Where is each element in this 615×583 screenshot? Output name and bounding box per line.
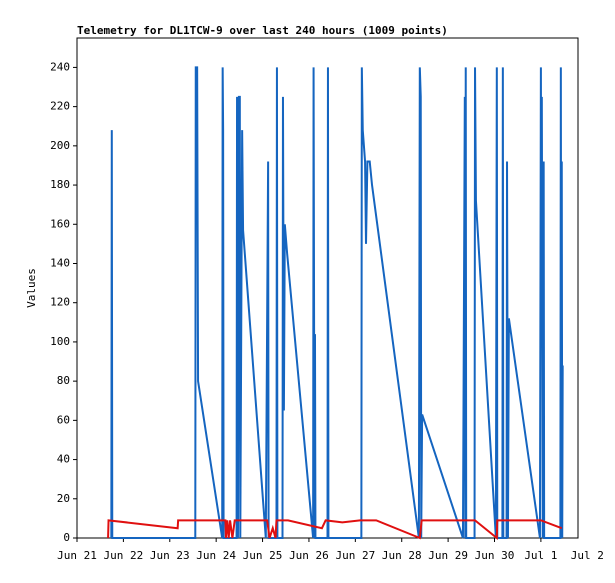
x-tick-label: Jun 25: [243, 549, 283, 562]
data-line: [107, 519, 563, 541]
x-tick-label: Jun 26: [289, 549, 329, 562]
x-tick-label: Jun 27: [335, 549, 375, 562]
y-axis-label: Values: [25, 268, 38, 308]
y-tick-label: 80: [57, 374, 70, 387]
y-tick-label: 120: [50, 296, 70, 309]
x-tick-label: Jul 1: [524, 549, 557, 562]
y-tick-label: 220: [50, 100, 70, 113]
x-tick-label: Jun 22: [104, 549, 144, 562]
x-tick-label: Jul 2: [571, 549, 604, 562]
y-tick-label: 0: [63, 531, 70, 544]
y-tick-label: 240: [50, 60, 70, 73]
y-tick-label: 180: [50, 178, 70, 191]
y-tick-label: 60: [57, 413, 70, 426]
data-line: [110, 66, 564, 539]
x-tick-label: Jun 30: [475, 549, 515, 562]
y-tick-label: 200: [50, 139, 70, 152]
y-tick-label: 160: [50, 217, 70, 230]
y-tick-label: 100: [50, 335, 70, 348]
y-tick-label: 140: [50, 256, 70, 269]
y-tick-label: 20: [57, 492, 70, 505]
x-tick-label: Jun 28: [382, 549, 422, 562]
x-tick-label: Jun 21: [57, 549, 97, 562]
chart-title: Telemetry for DL1TCW-9 over last 240 hou…: [77, 24, 448, 37]
y-tick-label: 40: [57, 453, 70, 466]
x-tick-label: Jun 24: [196, 549, 236, 562]
x-tick-label: Jun 23: [150, 549, 190, 562]
x-tick-label: Jun 29: [428, 549, 468, 562]
